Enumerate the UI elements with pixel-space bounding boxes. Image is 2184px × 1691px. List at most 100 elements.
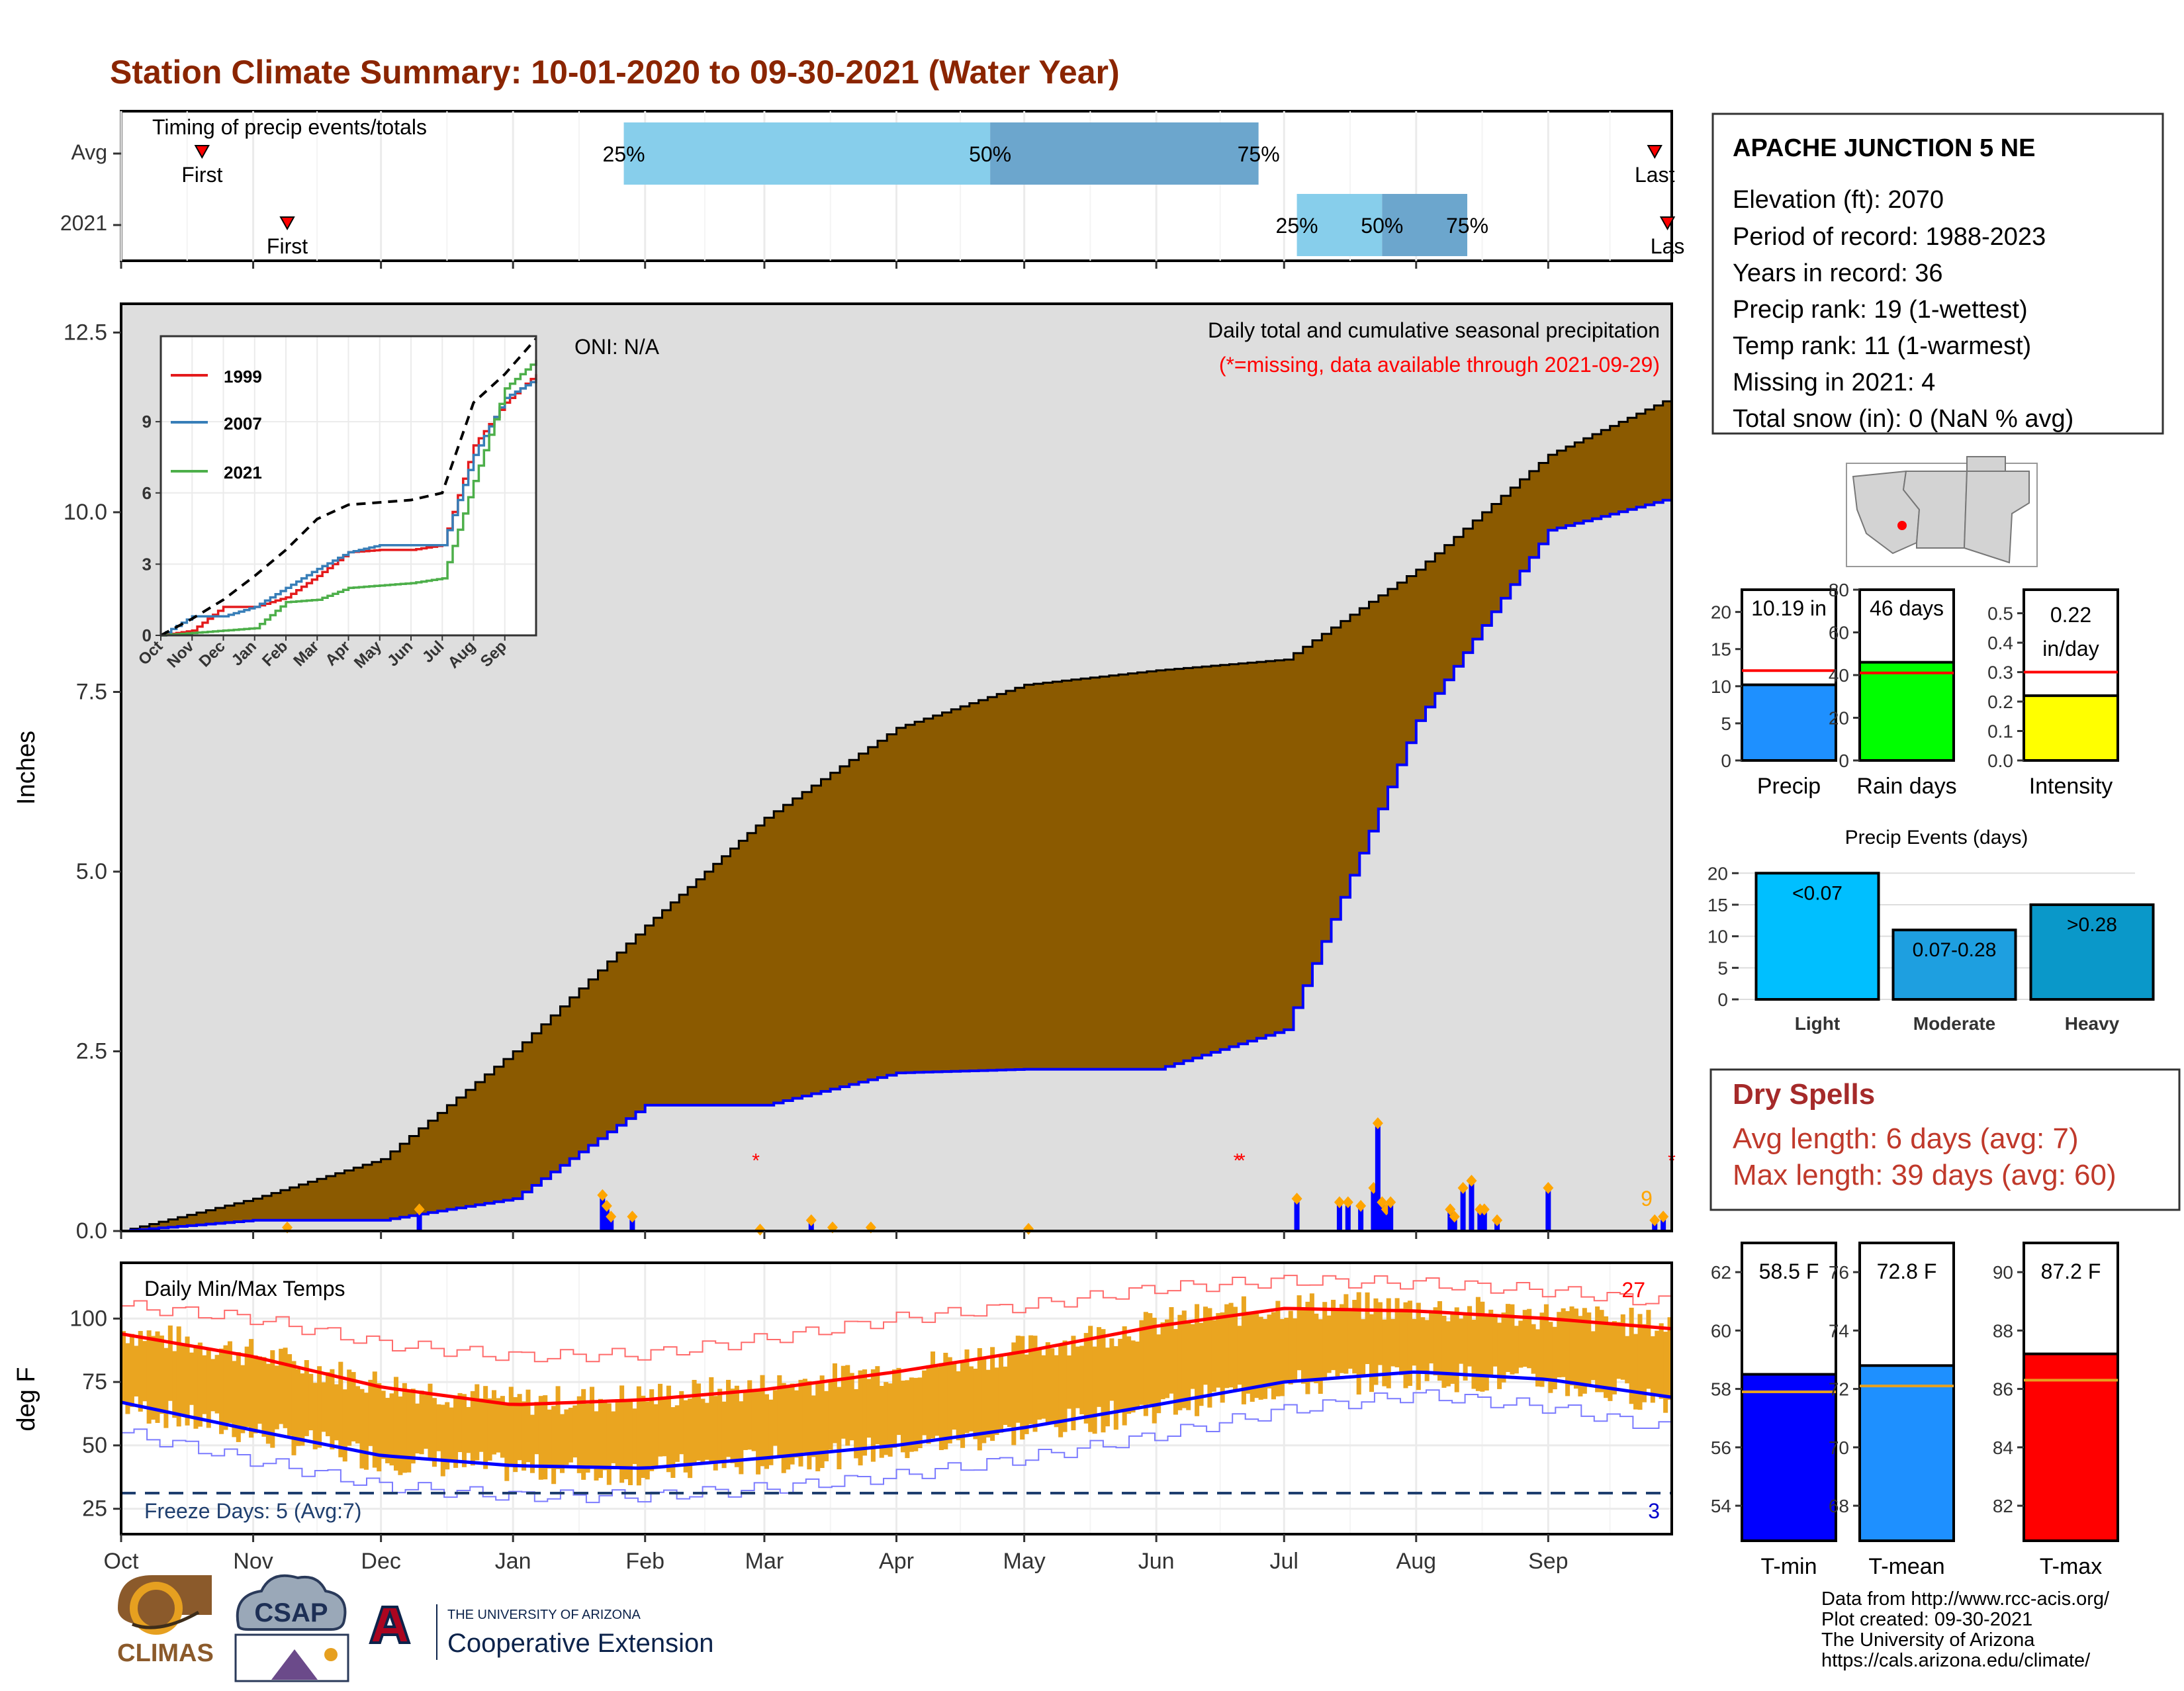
daily-temp-bar bbox=[1071, 1336, 1076, 1431]
daily-temp-bar bbox=[415, 1403, 420, 1453]
y-tick-label: 76 bbox=[1829, 1262, 1849, 1283]
daily-temp-bar bbox=[1484, 1314, 1489, 1391]
daily-temp-bar bbox=[483, 1386, 488, 1469]
daily-temp-bar bbox=[1437, 1301, 1443, 1381]
temp-summary-value-label: 72.8 F bbox=[1877, 1259, 1937, 1283]
y-tick-label: 0.0 bbox=[76, 1218, 107, 1244]
y-tick-label: 68 bbox=[1829, 1496, 1849, 1516]
daily-precip-bar bbox=[1388, 1202, 1394, 1231]
daily-temp-bar bbox=[1083, 1333, 1089, 1424]
daily-temp-bar bbox=[947, 1357, 952, 1443]
daily-temp-bar bbox=[1109, 1338, 1115, 1401]
daily-temp-bar bbox=[355, 1386, 361, 1443]
x-tick-label: Mar bbox=[745, 1549, 784, 1574]
daily-precip-marker bbox=[1372, 1117, 1383, 1130]
daily-temp-bar bbox=[1305, 1301, 1310, 1394]
inset-y-tick-label: 9 bbox=[142, 412, 152, 432]
daily-temp-bar bbox=[513, 1396, 518, 1473]
daily-temp-bar bbox=[167, 1325, 173, 1401]
y-tick-label: 82 bbox=[1993, 1496, 2013, 1516]
daily-temp-bar bbox=[990, 1347, 995, 1441]
daily-precip-bar bbox=[1379, 1202, 1385, 1231]
daily-temp-bar bbox=[449, 1407, 454, 1461]
daily-precip-bar bbox=[1545, 1187, 1551, 1231]
daily-temp-bar bbox=[347, 1369, 352, 1446]
daily-temp-bar bbox=[538, 1396, 543, 1480]
precip-bar bbox=[1741, 683, 1837, 762]
daily-temp-bar bbox=[692, 1379, 697, 1464]
y-tick-label: 7.5 bbox=[76, 679, 107, 704]
station-location-marker bbox=[1897, 521, 1907, 530]
daily-temp-bar bbox=[249, 1339, 254, 1438]
daily-temp-bar bbox=[1267, 1314, 1272, 1389]
daily-temp-bar bbox=[1143, 1312, 1148, 1416]
y-tick-label: 0.2 bbox=[1987, 692, 2013, 712]
daily-temp-bar bbox=[956, 1371, 961, 1441]
daily-precip-marker bbox=[627, 1211, 638, 1223]
daily-temp-bar bbox=[291, 1361, 296, 1455]
daily-temp-bar bbox=[197, 1342, 203, 1427]
last-event-marker bbox=[1647, 145, 1662, 160]
footer-credits: Data from http://www.rcc-acis.org/ Plot … bbox=[1821, 1588, 2110, 1671]
daily-precip-marker bbox=[1355, 1199, 1367, 1212]
footer-line-data: Data from http://www.rcc-acis.org/ bbox=[1821, 1588, 2110, 1610]
daily-temp-bar bbox=[257, 1356, 263, 1424]
daily-temp-bar bbox=[615, 1399, 620, 1469]
daily-temp-bar bbox=[1237, 1326, 1242, 1385]
daily-temp-bar bbox=[1122, 1326, 1127, 1426]
daily-temp-bar bbox=[381, 1391, 386, 1459]
summary-value-unit: in/day bbox=[2042, 637, 2099, 661]
station-line-years: Years in record: 36 bbox=[1733, 259, 1943, 287]
daily-precip-bar bbox=[1447, 1209, 1453, 1231]
y-tick-label: 0.5 bbox=[1987, 604, 2013, 624]
daily-temp-bar bbox=[1105, 1348, 1110, 1427]
daily-temp-bar bbox=[461, 1394, 467, 1467]
y-tick-label: 20 bbox=[1707, 863, 1728, 884]
daily-temp-bar bbox=[547, 1409, 552, 1469]
daily-temp-bar bbox=[1118, 1338, 1123, 1413]
x-tick-label: Sep bbox=[1528, 1549, 1569, 1574]
daily-precip-bar bbox=[629, 1216, 635, 1231]
daily-temp-bar bbox=[1361, 1319, 1366, 1375]
daily-temp-bar bbox=[1250, 1314, 1255, 1402]
missing-day-marker: * bbox=[1238, 1150, 1246, 1171]
y-tick-label: 62 bbox=[1711, 1262, 1731, 1283]
daily-precip-marker bbox=[1649, 1214, 1661, 1226]
daily-temp-bar bbox=[155, 1331, 160, 1423]
x-tick-label: Jun bbox=[1138, 1549, 1175, 1574]
daily-temp-bar bbox=[1113, 1346, 1118, 1430]
precip-event-bar bbox=[2029, 903, 2155, 1001]
summary-bar-chart: 0 20 40 60 80 Rain days bbox=[1829, 580, 1957, 799]
timing-panel: Timing of precip events/totals 25% 50% 75%… bbox=[60, 110, 1684, 269]
daily-temp-bar bbox=[125, 1343, 130, 1414]
daily-temp-bar bbox=[768, 1399, 774, 1465]
daily-temp-bar bbox=[1620, 1314, 1625, 1380]
daily-temp-bar bbox=[555, 1386, 561, 1469]
daily-temp-bar bbox=[159, 1335, 164, 1414]
daily-temp-bar bbox=[1612, 1321, 1617, 1394]
daily-temp-bar bbox=[1079, 1346, 1085, 1414]
daily-temp-bar bbox=[1667, 1317, 1672, 1400]
daily-temp-bar bbox=[1062, 1340, 1068, 1432]
daily-temp-bar bbox=[819, 1375, 825, 1469]
y-tick-label: 20 bbox=[1829, 708, 1849, 729]
daily-temp-bar bbox=[1527, 1308, 1532, 1369]
inset-legend-1999: 1999 bbox=[224, 367, 262, 387]
missing-day-marker: * bbox=[752, 1150, 760, 1171]
daily-temp-bar bbox=[163, 1348, 169, 1428]
precip-events-chart: Precip Events (days) 0 5 10 15 20 <0.07 Light 0… bbox=[1707, 827, 2155, 1034]
daily-temp-bar bbox=[658, 1383, 663, 1457]
daily-temp-bar bbox=[777, 1375, 782, 1457]
daily-temp-bar bbox=[794, 1390, 799, 1458]
daily-temp-bar bbox=[377, 1383, 382, 1472]
daily-temp-bar bbox=[585, 1403, 590, 1473]
precip-event-bar-label: 0.07-0.28 bbox=[1913, 939, 1997, 961]
y-tick-label: 0 bbox=[1839, 751, 1849, 771]
inset-series-line bbox=[161, 359, 537, 637]
inset-y-tick-label: 0 bbox=[142, 625, 152, 645]
daily-temp-bar bbox=[900, 1381, 905, 1453]
daily-temp-bar bbox=[683, 1400, 688, 1473]
daily-temp-bar bbox=[1543, 1304, 1549, 1381]
ua-logo: THE UNIVERSITY OF ARIZONA Cooperative Ex… bbox=[369, 1604, 713, 1660]
y-tick-label: 5 bbox=[1721, 713, 1731, 734]
